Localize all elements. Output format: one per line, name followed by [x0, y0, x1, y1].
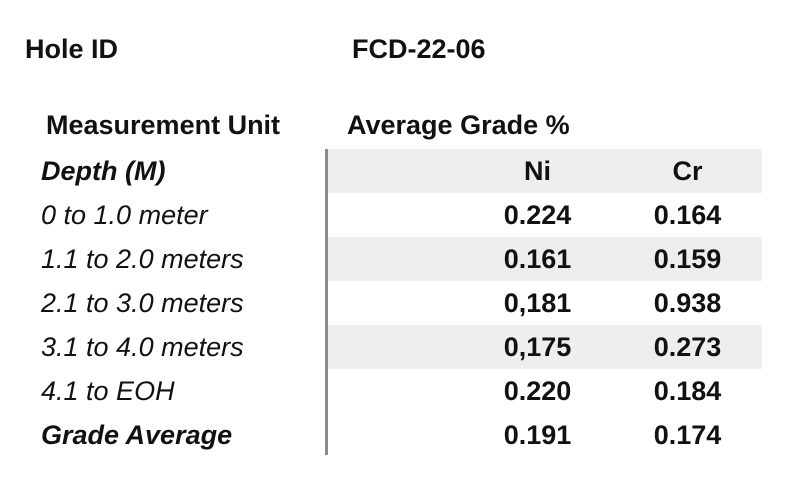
header-band — [328, 149, 762, 193]
table-divider — [325, 149, 328, 455]
row-band — [328, 237, 762, 281]
table-row-cr: 0.184 — [653, 376, 722, 406]
grade-average-cr: 0.174 — [653, 420, 722, 450]
hole-id-value: FCD-22-06 — [352, 34, 486, 64]
table-row-cr: 0.164 — [653, 200, 722, 230]
average-grade-label: Average Grade % — [347, 110, 570, 140]
table-row-depth: 0 to 1.0 meter — [41, 200, 208, 230]
table-row-depth: 1.1 to 2.0 meters — [41, 244, 244, 274]
table-row-cr: 0.938 — [653, 288, 722, 318]
table-row-ni: 0.161 — [503, 244, 572, 274]
table-row-cr: 0.159 — [653, 244, 722, 274]
row-band — [328, 325, 762, 369]
table-row-depth: 4.1 to EOH — [41, 376, 175, 406]
table-row-ni: 0.220 — [503, 376, 572, 406]
table-row-ni: 0.224 — [503, 200, 572, 230]
table-row-depth: 2.1 to 3.0 meters — [41, 288, 244, 318]
table-row-ni: 0,175 — [503, 332, 572, 362]
table-row-ni: 0,181 — [503, 288, 572, 318]
depth-header: Depth (M) — [41, 156, 166, 186]
table-row-cr: 0.273 — [653, 332, 722, 362]
hole-id-label: Hole ID — [25, 34, 119, 64]
measurement-unit-label: Measurement Unit — [46, 110, 281, 140]
grade-average-label: Grade Average — [41, 420, 233, 450]
table-row-depth: 3.1 to 4.0 meters — [41, 332, 244, 362]
grade-average-ni: 0.191 — [503, 420, 572, 450]
column-header-ni: Ni — [524, 156, 551, 186]
column-header-cr: Cr — [672, 156, 703, 186]
